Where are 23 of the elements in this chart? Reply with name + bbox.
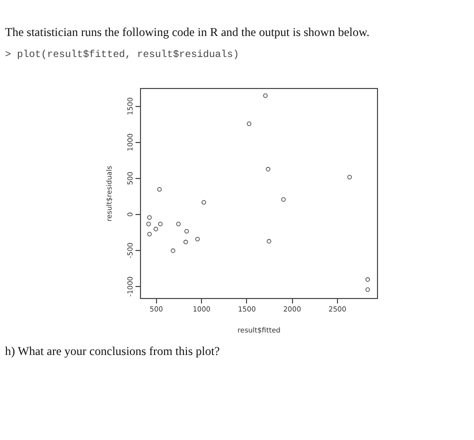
- point: [246, 122, 252, 126]
- point: [365, 277, 370, 282]
- point: [146, 222, 151, 226]
- point: [184, 228, 189, 234]
- point: [263, 93, 268, 98]
- point: [147, 215, 152, 220]
- point: [266, 239, 272, 244]
- point: [183, 240, 188, 244]
- chart-subtitle: > plot(result$fitted, result$residuals): [5, 49, 240, 61]
- point: [347, 174, 352, 180]
- point: [154, 226, 158, 232]
- point: [147, 232, 152, 236]
- text: h) What are your conclusions from this plot?: [5, 344, 220, 358]
- point: [176, 222, 181, 226]
- point: [281, 197, 286, 202]
- point: [365, 287, 370, 292]
- point: [158, 222, 163, 226]
- point: [170, 248, 176, 253]
- point: [195, 236, 200, 242]
- point: [202, 200, 206, 205]
- chart-title: The statistician runs the following code in R and the output is shown below.: [5, 25, 370, 39]
- point: [266, 166, 270, 172]
- point: [157, 187, 162, 192]
